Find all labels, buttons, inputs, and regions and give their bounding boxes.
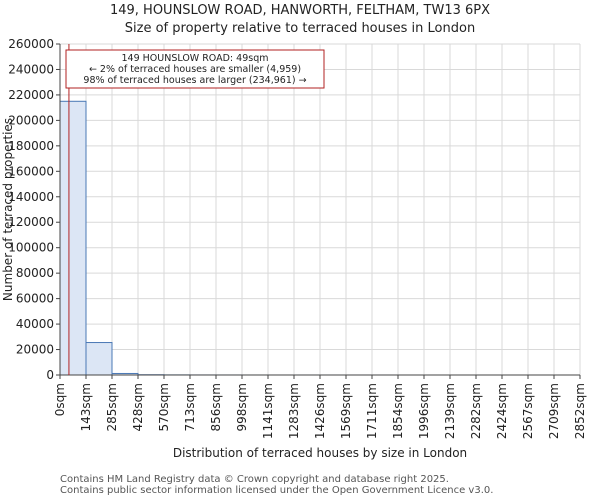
x-tick-label: 1141sqm — [261, 383, 275, 439]
chart-subtitle: Size of property relative to terraced ho… — [125, 21, 475, 36]
annotation-box — [65, 49, 325, 89]
y-tick-label: 120000 — [8, 215, 54, 229]
x-tick-label: 1569sqm — [339, 383, 353, 439]
x-tick-label: 2282sqm — [469, 383, 483, 439]
y-tick-label: 140000 — [8, 190, 54, 204]
grid — [59, 43, 581, 376]
footer-line-1: Contains HM Land Registry data © Crown c… — [60, 474, 449, 485]
y-tick-label: 200000 — [8, 113, 54, 127]
y-tick-label: 100000 — [8, 241, 54, 255]
x-tick-label: 285sqm — [105, 383, 119, 431]
x-tick-label: 2567sqm — [521, 383, 535, 439]
x-tick-label: 856sqm — [209, 383, 223, 431]
bar — [59, 100, 87, 376]
x-tick-label: 1711sqm — [365, 383, 379, 439]
x-tick-labels: 0sqm 143sqm 285sqm 428sqm 570sqm 713sqm 856sqm… — [53, 375, 587, 439]
y-axis-label: Number of terraced properties — [1, 118, 15, 301]
annotation-line-2: ← 2% of terraced houses are smaller (4,9… — [89, 64, 301, 75]
x-tick-label: 570sqm — [157, 383, 171, 431]
x-tick-label: 1426sqm — [313, 383, 327, 439]
bars — [59, 100, 399, 376]
y-tick-label: 20000 — [16, 343, 54, 357]
annotation-line-3: 98% of terraced houses are larger (234,9… — [83, 75, 306, 86]
x-tick-label: 143sqm — [79, 383, 93, 431]
marker: 149 HOUNSLOW ROAD: 49sqm← 2% of terraced… — [65, 44, 325, 375]
x-tick-label: 713sqm — [183, 383, 197, 431]
y-tick-label: 0 — [46, 368, 54, 382]
bar — [85, 342, 113, 376]
x-tick-label: 998sqm — [235, 383, 249, 431]
y-tick-label: 40000 — [16, 317, 54, 331]
x-tick-label: 1283sqm — [287, 383, 301, 439]
x-tick-label: 2852sqm — [573, 383, 587, 439]
annotation-line-1: 149 HOUNSLOW ROAD: 49sqm — [122, 53, 269, 64]
y-tick-labels: 0 20000 40000 60000 80000 100000 120000 140000 1… — [8, 37, 60, 382]
y-tick-label: 240000 — [8, 62, 54, 76]
y-tick-label: 60000 — [16, 292, 54, 306]
y-tick-label: 80000 — [16, 266, 54, 280]
x-tick-label: 2424sqm — [495, 383, 509, 439]
x-tick-label: 0sqm — [53, 383, 67, 416]
y-tick-label: 260000 — [8, 37, 54, 51]
x-tick-label: 428sqm — [131, 383, 145, 431]
x-tick-label: 2139sqm — [443, 383, 457, 439]
y-tick-label: 180000 — [8, 139, 54, 153]
y-tick-label: 220000 — [8, 88, 54, 102]
x-axis-label: Distribution of terraced houses by size … — [173, 446, 467, 460]
x-tick-label: 1996sqm — [417, 383, 431, 439]
y-tick-label: 160000 — [8, 164, 54, 178]
footer-line-2: Contains public sector information licen… — [60, 485, 493, 496]
x-tick-label: 2709sqm — [547, 383, 561, 439]
x-tick-label: 1854sqm — [391, 383, 405, 439]
chart-title: 149, HOUNSLOW ROAD, HANWORTH, FELTHAM, T… — [110, 3, 490, 18]
